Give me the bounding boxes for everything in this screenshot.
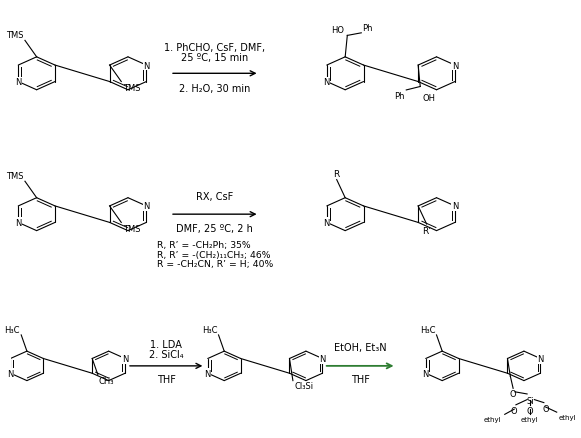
Text: DMF, 25 ºC, 2 h: DMF, 25 ºC, 2 h xyxy=(177,223,253,233)
Text: R: R xyxy=(333,170,340,178)
Text: N: N xyxy=(422,369,429,378)
Text: 25 ºC, 15 min: 25 ºC, 15 min xyxy=(181,53,249,63)
Text: N: N xyxy=(122,354,128,363)
Text: N: N xyxy=(324,219,330,227)
Text: EtOH, Et₃N: EtOH, Et₃N xyxy=(334,342,386,352)
Text: O: O xyxy=(526,406,533,415)
Text: O: O xyxy=(511,406,518,415)
Text: N: N xyxy=(319,354,325,363)
Text: TMS: TMS xyxy=(123,224,141,233)
Text: 1. PhCHO, CsF, DMF,: 1. PhCHO, CsF, DMF, xyxy=(164,42,266,53)
Text: TMS: TMS xyxy=(6,31,23,40)
Text: Si: Si xyxy=(526,396,534,405)
Text: R, R’ = -CH₂Ph; 35%: R, R’ = -CH₂Ph; 35% xyxy=(157,240,251,250)
Text: N: N xyxy=(205,369,211,378)
Text: 1. LDA: 1. LDA xyxy=(150,339,182,349)
Text: HO: HO xyxy=(331,25,344,35)
Text: Ph: Ph xyxy=(394,92,404,101)
Text: TMS: TMS xyxy=(123,84,141,92)
Text: N: N xyxy=(537,354,544,363)
Text: N: N xyxy=(143,202,149,211)
Text: N: N xyxy=(451,61,458,71)
Text: 2. SiCl₄: 2. SiCl₄ xyxy=(149,349,184,359)
Text: Cl₃Si: Cl₃Si xyxy=(294,381,313,391)
Text: RX, CsF: RX, CsF xyxy=(196,192,234,202)
Text: R’: R’ xyxy=(422,226,431,235)
Text: CH₃: CH₃ xyxy=(99,376,114,385)
Text: R, R’ = -(CH₂)₁₁CH₃; 46%: R, R’ = -(CH₂)₁₁CH₃; 46% xyxy=(157,250,271,259)
Text: N: N xyxy=(15,219,21,227)
Text: N: N xyxy=(143,61,149,71)
Text: 2. H₂O, 30 min: 2. H₂O, 30 min xyxy=(179,84,250,94)
Text: O: O xyxy=(542,404,549,413)
Text: ethyl: ethyl xyxy=(521,416,539,422)
Text: N: N xyxy=(451,202,458,211)
Text: R = -CH₂CN, R’ = H; 40%: R = -CH₂CN, R’ = H; 40% xyxy=(157,260,274,268)
Text: H₃C: H₃C xyxy=(5,325,20,334)
Text: H₃C: H₃C xyxy=(420,325,435,334)
Text: THF: THF xyxy=(351,374,370,384)
Text: O: O xyxy=(510,389,516,398)
Text: TMS: TMS xyxy=(6,172,23,180)
Text: H₃C: H₃C xyxy=(202,325,217,334)
Text: ethyl: ethyl xyxy=(558,414,576,420)
Text: ethyl: ethyl xyxy=(484,416,501,422)
Text: N: N xyxy=(8,369,13,378)
Text: N: N xyxy=(15,78,21,87)
Text: THF: THF xyxy=(157,374,175,384)
Text: Ph: Ph xyxy=(363,25,373,33)
Text: OH: OH xyxy=(422,93,436,102)
Text: N: N xyxy=(324,78,330,87)
